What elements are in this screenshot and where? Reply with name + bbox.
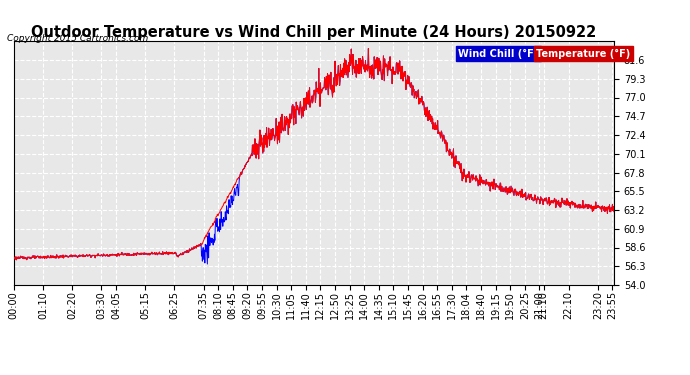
Text: Copyright 2015 Cartronics.com: Copyright 2015 Cartronics.com <box>7 34 148 43</box>
Title: Outdoor Temperature vs Wind Chill per Minute (24 Hours) 20150922: Outdoor Temperature vs Wind Chill per Mi… <box>31 25 597 40</box>
Text: Temperature (°F): Temperature (°F) <box>536 49 630 58</box>
Text: Wind Chill (°F): Wind Chill (°F) <box>458 49 538 58</box>
